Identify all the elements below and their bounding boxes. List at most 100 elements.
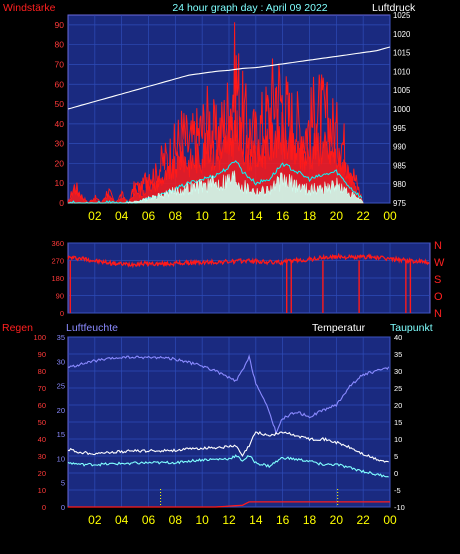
temperature-y-tick-label: 0 [394,469,398,478]
temperature-y-tick-label: 5 [394,452,398,461]
climate-x-tick-label: 00 [383,513,397,527]
climate-x-tick-label: 06 [142,513,156,527]
rain-series-line [68,501,390,508]
regen-y-tick-label: 90 [38,350,46,359]
climate-x-tick-label: 08 [169,513,183,527]
humidity-y-tick-label: 20 [57,406,65,415]
temperature-y-tick-label: 20 [394,401,402,410]
dir-label-w: W [434,257,445,269]
climate-x-tick-label: 16 [276,513,290,527]
wind-y-tick-label: 30 [55,139,65,149]
wind-y-tick-label: 70 [55,59,65,69]
climate-x-tick-label: 14 [249,513,263,527]
wind-y-tick-label: 90 [55,20,65,30]
regen-y-tick-label: 20 [38,469,46,478]
dewpoint-series-line [67,454,389,478]
wind-x-tick-label: 06 [142,209,156,223]
climate-x-tick-label: 18 [303,513,317,527]
pressure-y-tick-label: 1015 [393,49,411,58]
luftfeuchte-label: Luftfeuchte [66,322,118,334]
wind-y-tick-label: 10 [55,178,65,188]
humidity-y-tick-label: 5 [61,479,65,488]
pressure-y-tick-label: 975 [393,199,407,208]
wind-y-tick-label: 80 [55,40,65,50]
temperature-y-tick-label: 40 [394,333,402,342]
dir-label-s: S [434,274,441,286]
pressure-y-tick-label: 1010 [393,67,411,76]
regen-y-tick-label: 30 [38,452,46,461]
direction-y-tick-label: 0 [60,309,64,318]
humidity-y-tick-label: 30 [57,357,65,366]
wind-minimum-series-area [68,170,364,204]
wind-x-tick-label: 08 [169,209,183,223]
direction-y-tick-label: 90 [56,292,64,301]
wind-x-tick-label: 18 [303,209,317,223]
wind-x-tick-label: 22 [356,209,370,223]
climate-x-tick-label: 02 [88,513,102,527]
regen-y-tick-label: 80 [38,367,46,376]
pressure-series-line [67,46,391,110]
regen-y-tick-label: 100 [33,333,46,342]
pressure-y-tick-label: 985 [393,161,407,170]
direction-y-tick-label: 180 [51,274,64,283]
windstaerke-label: Windstärke [3,2,56,14]
luftdruck-label: Luftdruck [372,2,416,14]
humidity-y-tick-label: 35 [57,333,65,342]
regen-y-tick-label: 40 [38,435,46,444]
wind-x-tick-label: 02 [88,209,102,223]
wind-x-tick-label: 10 [195,209,209,223]
wind-x-tick-label: 20 [330,209,344,223]
pressure-y-tick-label: 995 [393,124,407,133]
climate-x-tick-label: 12 [222,513,236,527]
humidity-y-tick-label: 15 [57,430,65,439]
regen-y-tick-label: 70 [38,384,46,393]
wind-direction-series-line [67,252,430,269]
dir-label-o: O [434,291,443,303]
wind-average-series-line [68,160,363,204]
pressure-y-tick-label: 980 [393,180,407,189]
gust-series-line [67,22,364,204]
regen-label: Regen [2,322,33,334]
climate-x-tick-label: 04 [115,513,129,527]
wind-x-tick-label: 04 [115,209,129,223]
regen-y-tick-label: 0 [42,503,46,512]
regen-y-tick-label: 50 [38,418,46,427]
wind-y-tick-label: 50 [55,99,65,109]
pressure-y-tick-label: 990 [393,143,407,152]
temperature-y-tick-label: 15 [394,418,402,427]
temperature-y-tick-label: 25 [394,384,402,393]
pressure-y-tick-label: 1020 [393,30,411,39]
temperature-y-tick-label: 10 [394,435,402,444]
temperature-y-tick-label: -10 [394,503,405,512]
temperatur-label: Temperatur [312,322,366,334]
humidity-y-tick-label: 0 [61,503,65,512]
regen-y-tick-label: 60 [38,401,46,410]
dir-label-n2: N [434,308,442,320]
regen-y-tick-label: 10 [38,486,46,495]
pressure-y-tick-label: 1005 [393,86,411,95]
humidity-y-tick-label: 25 [57,382,65,391]
direction-y-tick-label: 360 [51,239,64,248]
climate-x-tick-label: 20 [330,513,344,527]
pressure-y-tick-label: 1000 [393,105,411,114]
pressure-y-tick-label: 1025 [393,11,411,20]
taupunkt-label: Taupunkt [390,322,433,334]
wind-y-tick-label: 0 [59,198,64,208]
graph-title: 24 hour graph day : April 09 2022 [172,2,327,14]
wind-x-tick-label: 16 [276,209,290,223]
dir-label-n: N [434,240,442,252]
climate-x-tick-label: 10 [195,513,209,527]
humidity-y-tick-label: 10 [57,454,65,463]
direction-y-tick-label: 270 [51,257,64,266]
wind-x-tick-label: 12 [222,209,236,223]
temperature-series-line [67,430,389,463]
humidity-series-line [67,354,390,435]
temperature-y-tick-label: 35 [394,350,402,359]
wind-x-tick-label: 00 [383,209,397,223]
wind-y-tick-label: 60 [55,79,65,89]
wind-y-tick-label: 20 [55,158,65,168]
wind-x-tick-label: 14 [249,209,263,223]
temperature-y-tick-label: -5 [394,486,401,495]
